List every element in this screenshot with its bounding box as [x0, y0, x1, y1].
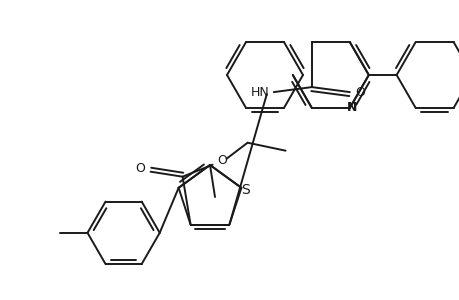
Text: O: O — [217, 154, 227, 167]
Text: HN: HN — [250, 85, 269, 99]
Text: O: O — [354, 85, 364, 99]
Text: S: S — [241, 183, 249, 197]
Text: O: O — [135, 162, 145, 175]
Text: N: N — [346, 101, 356, 114]
